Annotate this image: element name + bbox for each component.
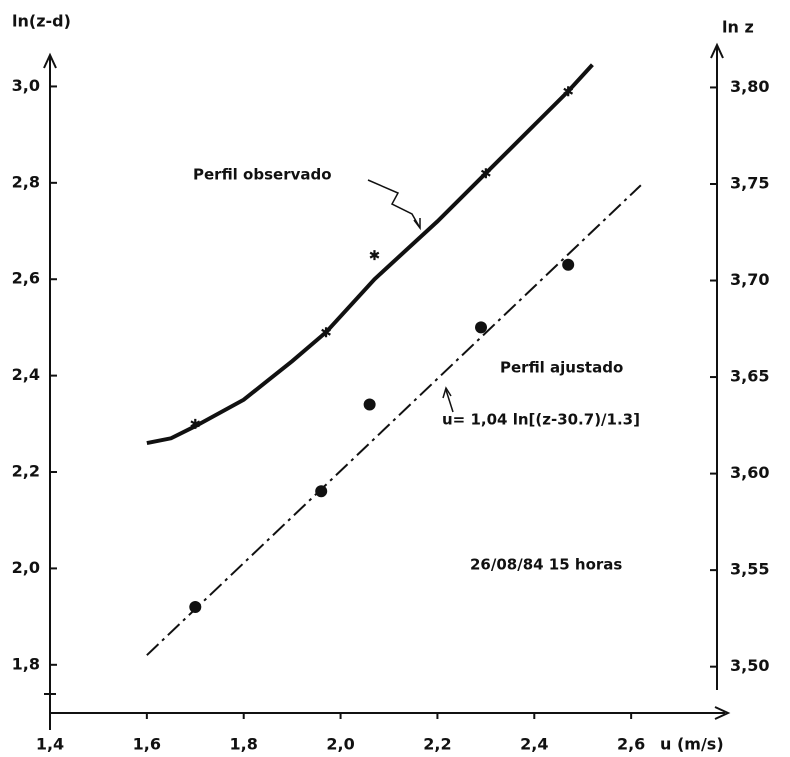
x-tick-label: 2,0 bbox=[326, 735, 354, 754]
y-tick-label: 2,4 bbox=[12, 365, 40, 384]
series-line bbox=[146, 184, 642, 656]
point bbox=[189, 600, 202, 613]
y-arrow bbox=[43, 52, 57, 69]
x-tick-label: 1,8 bbox=[230, 735, 258, 754]
star-point bbox=[369, 250, 380, 261]
y2-tick-label: 3,50 bbox=[730, 656, 769, 675]
annotation-arrowhead bbox=[442, 386, 452, 399]
y-tick-label: 3,0 bbox=[12, 76, 40, 95]
y2-tick-label: 3,60 bbox=[730, 463, 769, 482]
x-tick-label: 2,2 bbox=[423, 735, 451, 754]
x-tick-label: 2,6 bbox=[617, 735, 645, 754]
y-axis-label: ln(z-d) bbox=[12, 12, 71, 31]
star-point bbox=[190, 418, 201, 429]
annotation-arrow bbox=[367, 179, 421, 229]
y-tick-label: 2,0 bbox=[12, 558, 40, 577]
x-tick-label: 1,6 bbox=[133, 735, 161, 754]
star-point bbox=[563, 86, 574, 97]
annotation: u= 1,04 ln[(z-30.7)/1.3] bbox=[442, 411, 640, 429]
annotation: 26/08/84 15 horas bbox=[470, 556, 622, 574]
point bbox=[315, 485, 328, 498]
x-tick-label: 1,4 bbox=[36, 735, 64, 754]
x-tick-label: 2,4 bbox=[520, 735, 548, 754]
star-point bbox=[321, 327, 331, 338]
annotation-arrow bbox=[445, 389, 454, 413]
y2-tick-label: 3,65 bbox=[730, 367, 769, 386]
y-tick-label: 1,8 bbox=[12, 654, 40, 673]
y-tick-label: 2,2 bbox=[12, 462, 40, 481]
y2-tick-label: 3,70 bbox=[730, 270, 769, 289]
y2-axis-label: ln z bbox=[722, 18, 754, 37]
point bbox=[475, 321, 488, 334]
point bbox=[363, 398, 376, 411]
annotation-arrowhead bbox=[413, 218, 421, 231]
y2-tick-label: 3,55 bbox=[730, 560, 769, 579]
y-tick-label: 2,8 bbox=[12, 172, 40, 191]
annotation: Perfil observado bbox=[193, 166, 332, 184]
series-line bbox=[146, 63, 594, 446]
x-axis-label: u (m/s) bbox=[660, 735, 724, 754]
star-point bbox=[480, 168, 491, 179]
y2-tick-label: 3,80 bbox=[730, 77, 769, 96]
y2-tick-label: 3,75 bbox=[730, 173, 769, 192]
y-tick-label: 2,6 bbox=[12, 269, 40, 288]
x-arrow bbox=[714, 706, 731, 720]
y2-arrow bbox=[710, 42, 724, 59]
point bbox=[562, 258, 575, 271]
annotation: Perfil ajustado bbox=[500, 359, 623, 377]
